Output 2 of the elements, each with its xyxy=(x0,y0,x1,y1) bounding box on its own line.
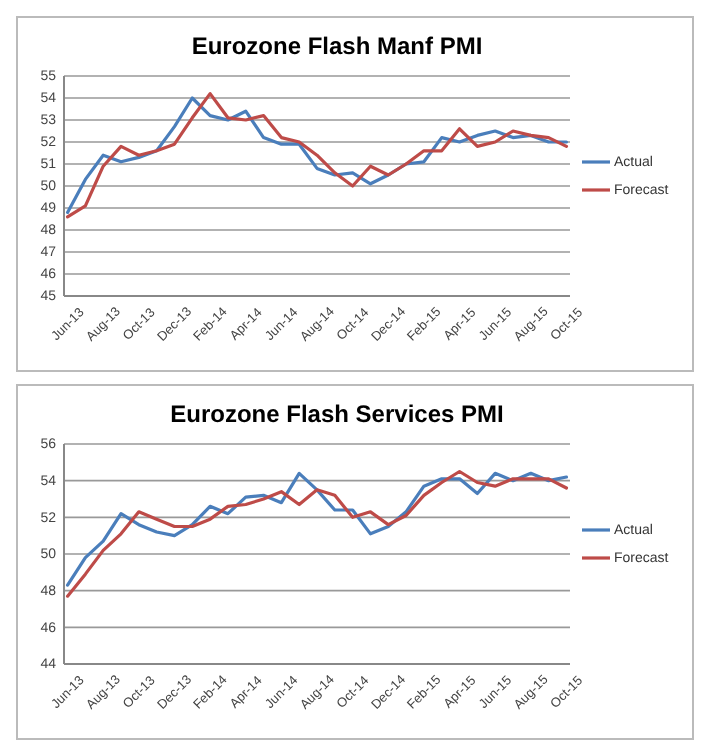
chart-title: Eurozone Flash Services PMI xyxy=(170,400,504,428)
chart-title: Eurozone Flash Manf PMI xyxy=(191,32,483,60)
